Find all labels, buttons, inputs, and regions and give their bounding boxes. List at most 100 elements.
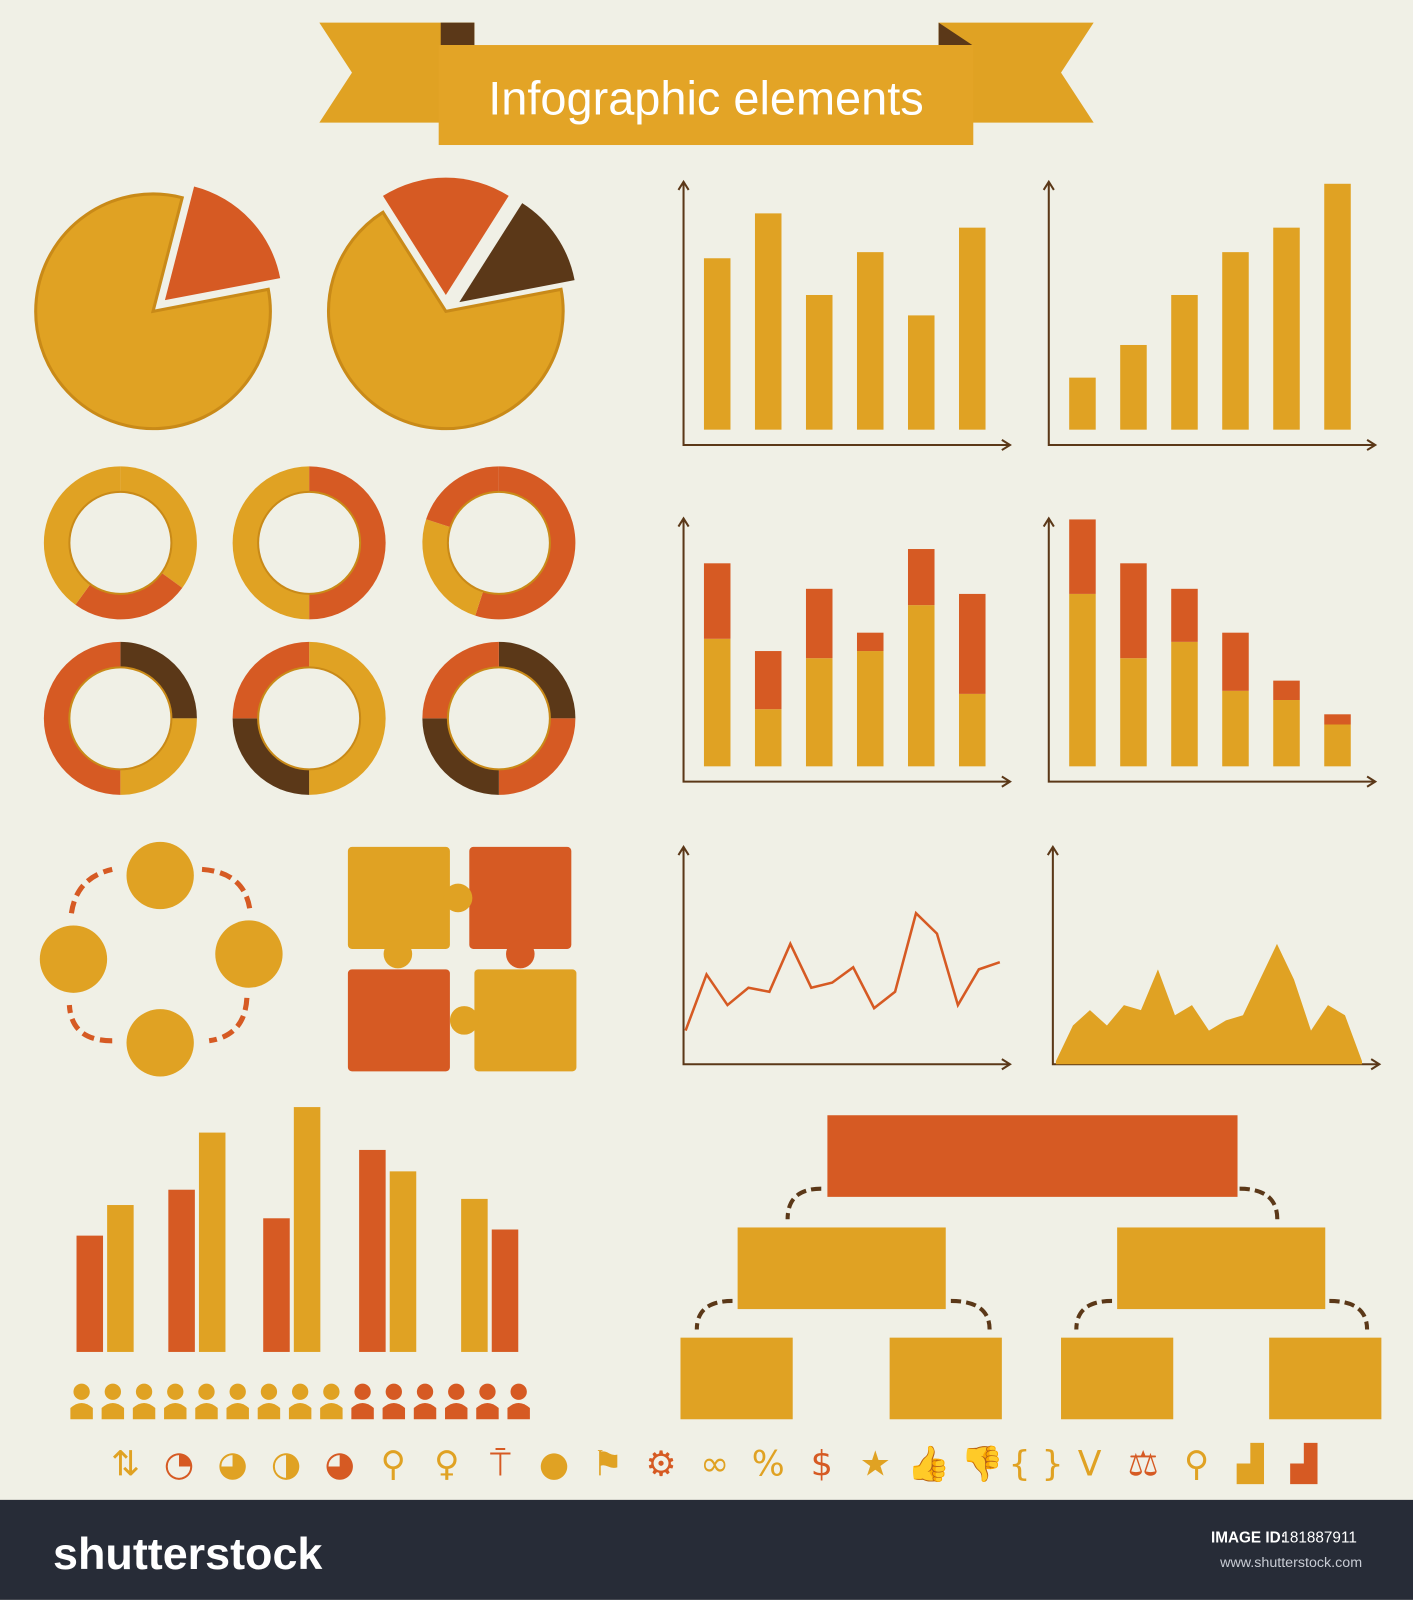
- person-icon: [445, 1383, 468, 1420]
- symbol-icon: { }: [1008, 1444, 1063, 1484]
- person-body: [413, 1402, 437, 1420]
- person-head: [167, 1383, 184, 1400]
- cycle-node: [39, 925, 108, 993]
- cycle-node: [126, 1009, 194, 1077]
- cycle-arrow-icon: [201, 866, 253, 911]
- stacked-bar-chart-2-bar-bottom: [1222, 690, 1249, 767]
- person-head: [510, 1383, 527, 1400]
- bar-chart-2-bar: [1171, 294, 1198, 430]
- person-icon: [320, 1383, 343, 1420]
- line-chart-axes: [682, 846, 1011, 1066]
- donut-chart-hole: [257, 666, 362, 771]
- symbol-icon: $: [811, 1444, 833, 1484]
- sign-pin-icon: ⍑: [490, 1444, 511, 1484]
- org-chart-arrow-icon: [1074, 1298, 1113, 1330]
- person-head: [479, 1383, 496, 1400]
- stacked-bar-chart-1-arrow-icon: [677, 516, 1012, 788]
- puzzle-knob: [443, 883, 473, 913]
- stacked-bar-chart-1-bar-bottom: [703, 638, 731, 767]
- person-head: [229, 1383, 246, 1400]
- person-body: [507, 1402, 530, 1420]
- person-head: [323, 1383, 340, 1400]
- bar-chart-1-bar: [907, 315, 935, 430]
- thumbs-up-icon: 👍: [907, 1443, 950, 1484]
- person-icon: [288, 1383, 312, 1420]
- person-body: [382, 1402, 406, 1420]
- growth-chart-icon: ▟: [1290, 1442, 1318, 1484]
- symbol-icon: %: [752, 1444, 785, 1484]
- person-head: [104, 1383, 121, 1400]
- org-chart-box: [1269, 1337, 1382, 1420]
- person-body: [288, 1402, 312, 1420]
- person-head: [73, 1383, 90, 1400]
- stacked-bar-chart-1-axes: [682, 518, 1011, 783]
- bar-chart-2-bar: [1324, 183, 1351, 430]
- grouped-bar-yellow: [107, 1205, 134, 1352]
- person-body: [164, 1402, 187, 1420]
- bar-chart-2-arrow-icon: [1042, 179, 1378, 451]
- person-head: [448, 1383, 465, 1400]
- cycle-arrow-icon: [208, 997, 250, 1044]
- person-icon: [476, 1383, 499, 1420]
- person-body: [445, 1402, 468, 1420]
- bar-chart-2-bar: [1120, 344, 1147, 430]
- person-head: [260, 1383, 278, 1400]
- person-body: [195, 1402, 218, 1420]
- stacked-bar-chart-2-bar-top: [1273, 680, 1300, 701]
- bar-chart-2-bar: [1222, 252, 1249, 430]
- stacked-bar-chart-2-arrow-icon: [1042, 516, 1378, 788]
- org-chart-arrow-icon: [1239, 1186, 1280, 1220]
- page-title: Infographic elements: [488, 72, 923, 124]
- puzzle-piece-icon: [347, 969, 450, 1072]
- person-icon: [132, 1383, 156, 1420]
- pie-icon-icon: ◔: [164, 1444, 194, 1484]
- speech-bubble-icon: ●: [539, 1444, 569, 1484]
- stacked-bar-chart-1-bar-top: [754, 651, 782, 710]
- org-chart-box: [680, 1337, 793, 1420]
- bar-chart-1-bar: [754, 213, 782, 430]
- stacked-bar-chart-1-bar-top: [703, 563, 731, 639]
- footer-url: www.shutterstock.com: [1219, 1555, 1362, 1571]
- puzzle-piece-icon: [469, 846, 572, 949]
- symbol-icon: V: [1078, 1444, 1102, 1484]
- stacked-bar-chart-1-bar-bottom: [754, 709, 782, 767]
- person-icon: [70, 1383, 93, 1420]
- donut-chart-hole: [68, 490, 173, 595]
- pie-icon-icon: ◕: [325, 1444, 355, 1484]
- person-body: [351, 1402, 374, 1420]
- pie-icon-icon: ◑: [271, 1444, 301, 1484]
- grouped-bar-yellow: [293, 1107, 321, 1352]
- person-head: [135, 1383, 153, 1400]
- pie-icon-icon: ◕: [217, 1444, 247, 1484]
- footer: shutterstock IMAGE ID: 181887911 www.shu…: [0, 1499, 1413, 1600]
- magnifier-icon: ⚲: [1184, 1444, 1209, 1484]
- image-id: 181887911: [1281, 1530, 1356, 1547]
- puzzle-knob: [506, 939, 535, 969]
- area-chart-arrow-icon: [1046, 845, 1382, 1071]
- bar-chart-1-bar: [959, 227, 986, 430]
- person-body: [476, 1402, 499, 1420]
- cycle-arrow-icon: [68, 866, 113, 914]
- cycle-node: [126, 841, 194, 910]
- donut-chart-hole: [257, 490, 362, 595]
- stacked-bar-chart-1-bar-bottom: [907, 605, 935, 767]
- org-chart-arrow-icon: [785, 1186, 822, 1220]
- grouped-bar-yellow: [198, 1132, 226, 1352]
- stacked-bar-chart-2-bar-bottom: [1069, 593, 1096, 767]
- stacked-bar-chart-1-bar-top: [959, 593, 986, 694]
- grouped-bar-yellow: [461, 1198, 488, 1352]
- person-icon: [507, 1383, 530, 1420]
- circles-icon: ∞: [700, 1444, 729, 1484]
- person-icon: [195, 1383, 218, 1420]
- bar-chart-1-axes: [682, 181, 1011, 446]
- bar-chart-2-bar: [1069, 377, 1096, 430]
- pie-chart-2-slice: [382, 177, 509, 295]
- stacked-bar-chart-1-bar-top: [805, 588, 833, 659]
- stacked-bar-chart-2-bar-bottom: [1324, 724, 1351, 767]
- growth-chart-icon: ▟: [1236, 1442, 1264, 1484]
- stacked-bar-chart-1-bar-bottom: [959, 693, 986, 767]
- map-pin-icon: ♀: [434, 1444, 459, 1484]
- org-chart-arrow-icon: [1329, 1298, 1370, 1330]
- line-chart-series: [684, 910, 1001, 1032]
